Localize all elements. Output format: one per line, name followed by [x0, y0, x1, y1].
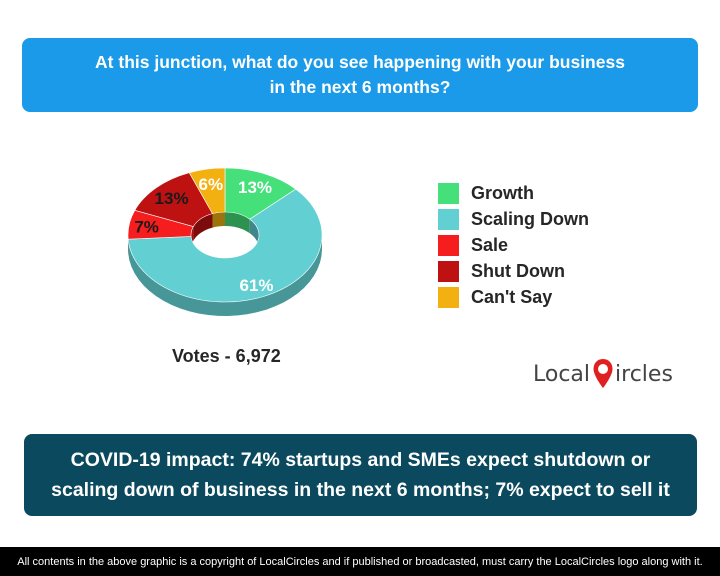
- legend-label-growth: Growth: [471, 182, 534, 203]
- headline-banner: COVID-19 impact: 74% startups and SMEs e…: [24, 434, 697, 516]
- slice-label-scaling-down: 61%: [240, 276, 274, 295]
- slice-label-sale: 7%: [134, 217, 159, 236]
- donut-chart: 13% 61% 7% 13% 6%: [127, 167, 323, 316]
- donut-top: [127, 167, 323, 303]
- legend-swatch-growth: [438, 182, 459, 204]
- question-line-1: At this junction, what do you see happen…: [95, 52, 625, 72]
- slice-scaling-down: [127, 188, 323, 303]
- donut-labels: 13% 61% 7% 13% 6%: [134, 175, 273, 295]
- legend-item-cant-say: Can't Say: [438, 285, 589, 311]
- copyright-footer: All contents in the above graphic is a c…: [0, 547, 720, 576]
- chart-legend: Growth Scaling Down Sale Shut Down Can't…: [438, 180, 589, 311]
- legend-swatch-cant-say: [438, 287, 459, 309]
- legend-label-shut-down: Shut Down: [471, 261, 565, 282]
- legend-item-growth: Growth: [438, 180, 589, 206]
- slice-wall-scaling-down: [128, 235, 322, 316]
- slice-inner-wall: [193, 213, 213, 241]
- votes-count: Votes - 6,972: [172, 346, 281, 366]
- legend-label-sale: Sale: [471, 234, 509, 255]
- legend-item-shut-down: Shut Down: [438, 259, 589, 285]
- logo-text-ircles: ircles: [615, 361, 673, 387]
- slice-inner-wall: [225, 212, 250, 234]
- legend-swatch-shut-down: [438, 261, 459, 283]
- logo-text-local: Local: [533, 361, 591, 387]
- slice-label-growth: 13%: [238, 178, 272, 197]
- legend-label-cant-say: Can't Say: [471, 287, 553, 308]
- headline-line-2: scaling down of business in the next 6 m…: [51, 479, 670, 501]
- legend-item-scaling-down: Scaling Down: [438, 206, 589, 232]
- slice-label-can-t-say: 6%: [199, 175, 224, 194]
- legend-swatch-sale: [438, 234, 459, 256]
- legend-label-scaling-down: Scaling Down: [471, 208, 590, 229]
- slice-label-shut-down: 13%: [155, 189, 189, 208]
- legend-item-sale: Sale: [438, 232, 589, 258]
- slice-can-t-say: [188, 167, 226, 214]
- question-banner: At this junction, what do you see happen…: [22, 38, 698, 112]
- headline-line-1: COVID-19 impact: 74% startups and SMEs e…: [70, 449, 651, 471]
- legend-swatch-scaling-down: [438, 208, 459, 230]
- slice-inner-wall: [212, 212, 225, 228]
- question-line-2: in the next 6 months?: [269, 77, 451, 97]
- localcircles-logo: Local ircles: [533, 356, 673, 392]
- location-pin-icon: [593, 359, 613, 388]
